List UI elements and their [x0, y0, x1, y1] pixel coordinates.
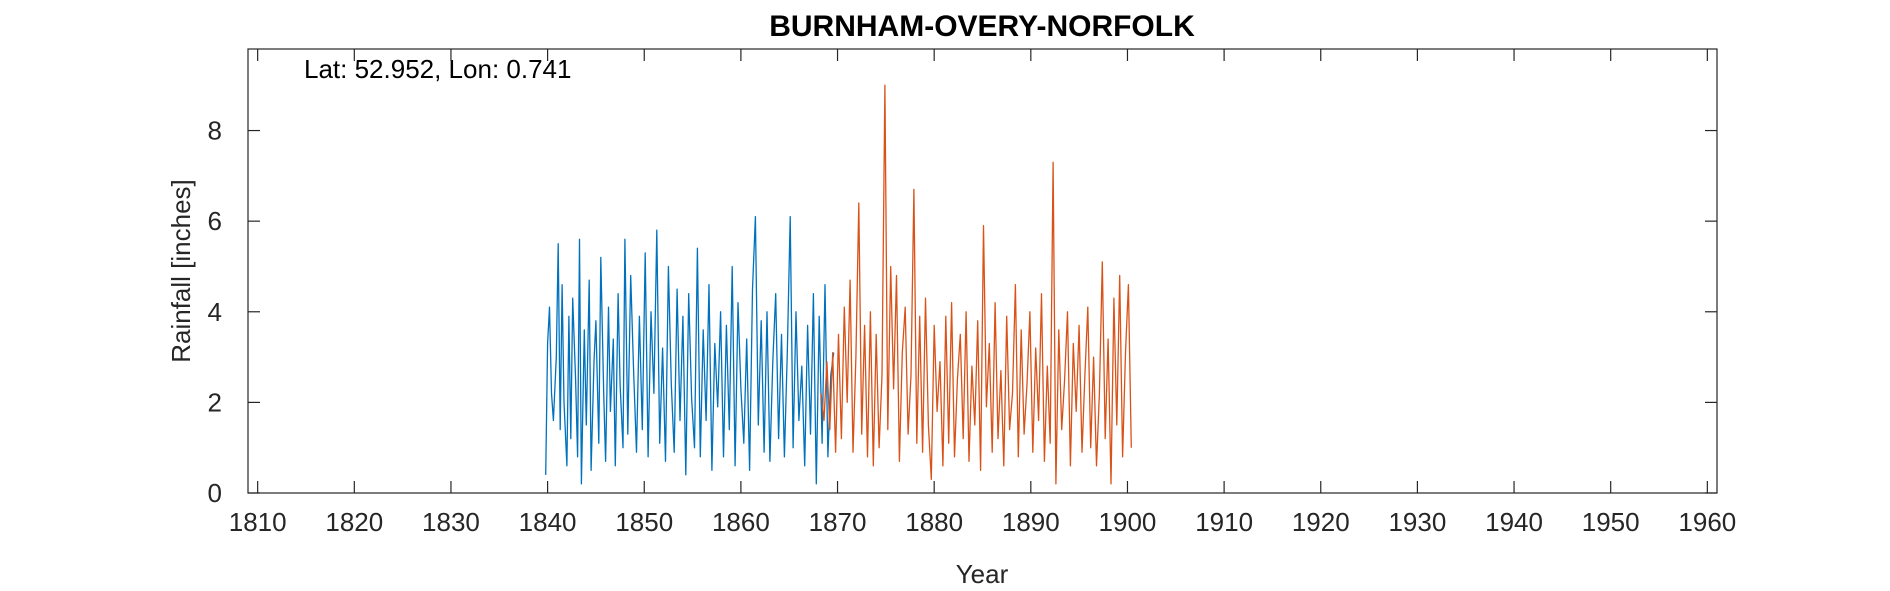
x-tick-label: 1900: [1099, 507, 1157, 537]
y-tick-label: 4: [208, 297, 222, 327]
y-axis-label: Rainfall [inches]: [166, 179, 196, 363]
x-tick-label: 1940: [1485, 507, 1543, 537]
series-line-2: [820, 84, 1132, 485]
y-tick-label: 0: [208, 478, 222, 508]
x-tick-label: 1890: [1002, 507, 1060, 537]
y-tick-label: 2: [208, 387, 222, 417]
location-annotation: Lat: 52.952, Lon: 0.741: [304, 54, 571, 84]
chart-title: BURNHAM-OVERY-NORFOLK: [769, 10, 1195, 43]
x-axis-label: Year: [956, 559, 1009, 589]
x-tick-label: 1860: [712, 507, 770, 537]
series-layer: [545, 84, 1132, 485]
x-tick-label: 1820: [325, 507, 383, 537]
x-tick-label: 1920: [1292, 507, 1350, 537]
x-tick-label: 1950: [1582, 507, 1640, 537]
axes-ticks: 1810 1820 1830 1840 1850 1860 1870 1880 1890 1900…: [208, 49, 1736, 537]
y-tick-label: 6: [208, 206, 222, 236]
y-tick-label: 8: [208, 116, 222, 146]
x-tick-label: 1870: [809, 507, 867, 537]
x-tick-label: 1910: [1195, 507, 1253, 537]
x-tick-label: 1930: [1388, 507, 1446, 537]
x-tick-label: 1850: [615, 507, 673, 537]
x-tick-label: 1960: [1678, 507, 1736, 537]
x-tick-label: 1830: [422, 507, 480, 537]
x-tick-label: 1840: [519, 507, 577, 537]
x-tick-label: 1810: [229, 507, 287, 537]
x-tick-label: 1880: [905, 507, 963, 537]
series-line-1: [545, 215, 835, 485]
